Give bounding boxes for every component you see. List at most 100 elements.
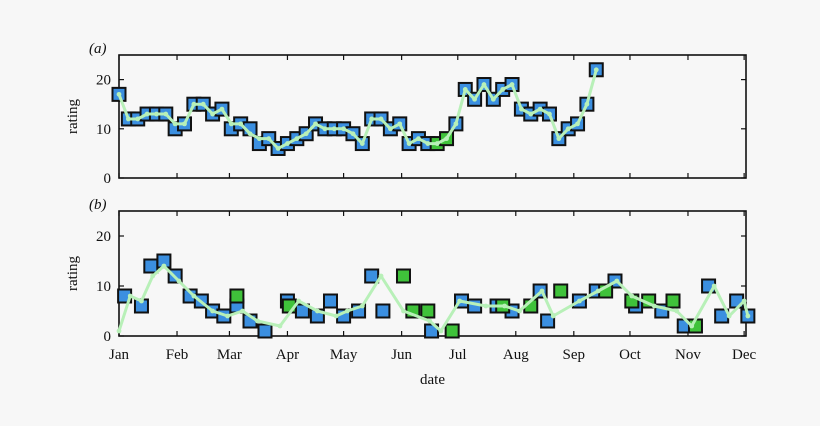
- trend-line-point: [322, 126, 328, 132]
- trend-line-point: [294, 136, 300, 142]
- trend-line-point: [191, 101, 197, 107]
- trend-line-point: [255, 318, 260, 324]
- trend-line-point: [593, 67, 599, 73]
- data-point-green: [665, 293, 681, 309]
- data-point-green: [395, 268, 411, 284]
- x-tick-label: Jun: [391, 347, 412, 363]
- trend-line-point: [401, 308, 406, 314]
- trend-line-point: [228, 121, 234, 127]
- trend-line-point: [584, 101, 590, 107]
- data-point-blue: [257, 323, 273, 339]
- trend-line-point: [313, 121, 318, 127]
- trend-line-point: [378, 116, 384, 122]
- trend-line-point: [200, 101, 206, 107]
- trend-line-point: [416, 136, 421, 142]
- trend-line-point: [256, 136, 262, 142]
- trend-line-point: [359, 303, 365, 309]
- trend-line-point: [125, 116, 131, 122]
- data-point-green: [553, 283, 569, 299]
- trend-line-point: [303, 131, 309, 137]
- trend-line-point: [397, 121, 403, 127]
- trend-line-point: [741, 298, 747, 304]
- trend-line-point: [517, 308, 522, 314]
- trend-line-point: [462, 87, 468, 92]
- trend-line-point: [711, 283, 717, 289]
- trend-line-point: [116, 91, 122, 97]
- trend-line-point: [502, 303, 507, 309]
- trend-line-point: [575, 121, 580, 127]
- trend-line-point: [427, 318, 433, 324]
- x-tick-label: Jan: [109, 347, 129, 363]
- trend-line-point: [444, 136, 449, 142]
- trend-line-point: [150, 273, 156, 279]
- panel-label: (b): [89, 197, 107, 213]
- trend-line-point: [277, 323, 283, 329]
- trend-line-point: [240, 308, 245, 314]
- trend-line-point: [614, 278, 620, 284]
- plot-frame: [118, 54, 747, 179]
- trend-line: [117, 264, 750, 333]
- trend-line-point: [425, 141, 431, 146]
- trend-line-point: [539, 288, 545, 294]
- trend-line-point: [127, 293, 133, 299]
- x-tick-label: Apr: [276, 347, 299, 363]
- y-tick-label: 10: [96, 122, 111, 138]
- x-tick-label: May: [330, 347, 358, 363]
- trend-line-point: [457, 298, 463, 304]
- trend-line-point: [745, 313, 751, 319]
- trend-line-point: [344, 308, 350, 314]
- trend-line-point: [726, 313, 732, 319]
- x-tick-label: Aug: [503, 347, 529, 363]
- trend-line-point: [191, 293, 197, 299]
- trend-line-point: [238, 121, 244, 127]
- trend-line-point: [333, 313, 339, 319]
- data-point-green: [229, 288, 245, 304]
- data-point-blue: [322, 293, 338, 309]
- trend-line-point: [266, 136, 272, 142]
- y-tick-label: 20: [96, 73, 111, 89]
- trend-line-point: [359, 141, 365, 146]
- y-axis-label: rating: [65, 99, 81, 134]
- trend-line-point: [577, 298, 582, 304]
- trend-line-point: [565, 126, 571, 132]
- trend-line-point: [537, 106, 543, 112]
- panel-label: (a): [89, 41, 107, 57]
- trend-line-point: [296, 298, 302, 304]
- trend-line-point: [331, 126, 337, 132]
- trend-line-point: [490, 96, 496, 102]
- trend-line-point: [116, 328, 122, 334]
- trend-line-point: [689, 323, 695, 329]
- data-point-blue: [143, 258, 159, 274]
- trend-line-point: [350, 131, 356, 137]
- data-point-blue: [540, 313, 556, 329]
- trend-line-point: [483, 303, 489, 309]
- x-tick-label: Feb: [166, 347, 189, 363]
- trend-line-point: [247, 131, 253, 137]
- trend-line-point: [314, 308, 320, 314]
- trend-line-point: [369, 116, 375, 122]
- trend-line-point: [595, 288, 601, 294]
- trend-line-point: [651, 303, 657, 309]
- data-point-blue: [375, 303, 391, 319]
- trend-line-point: [550, 313, 556, 319]
- trend-line-point: [285, 141, 290, 146]
- trend-line-point: [135, 116, 141, 122]
- trend-line-point: [210, 308, 215, 314]
- x-tick-label: Dec: [732, 347, 756, 363]
- trend-line-point: [275, 146, 281, 151]
- trend-line-point: [509, 82, 515, 87]
- x-tick-label: Oct: [619, 347, 641, 363]
- trend-line-point: [387, 126, 393, 132]
- trend-line-point: [528, 111, 534, 117]
- trend-line-point: [225, 313, 230, 319]
- trend-line-point: [154, 111, 159, 117]
- trend-line-point: [378, 273, 384, 279]
- trend-line-point: [472, 96, 478, 102]
- y-axis-label: rating: [65, 256, 81, 291]
- trend-line-point: [219, 106, 225, 112]
- trend-line-point: [182, 121, 187, 127]
- x-tick-label: Mar: [217, 347, 242, 363]
- trend-line-point: [144, 111, 150, 117]
- y-tick-label: 10: [96, 279, 111, 295]
